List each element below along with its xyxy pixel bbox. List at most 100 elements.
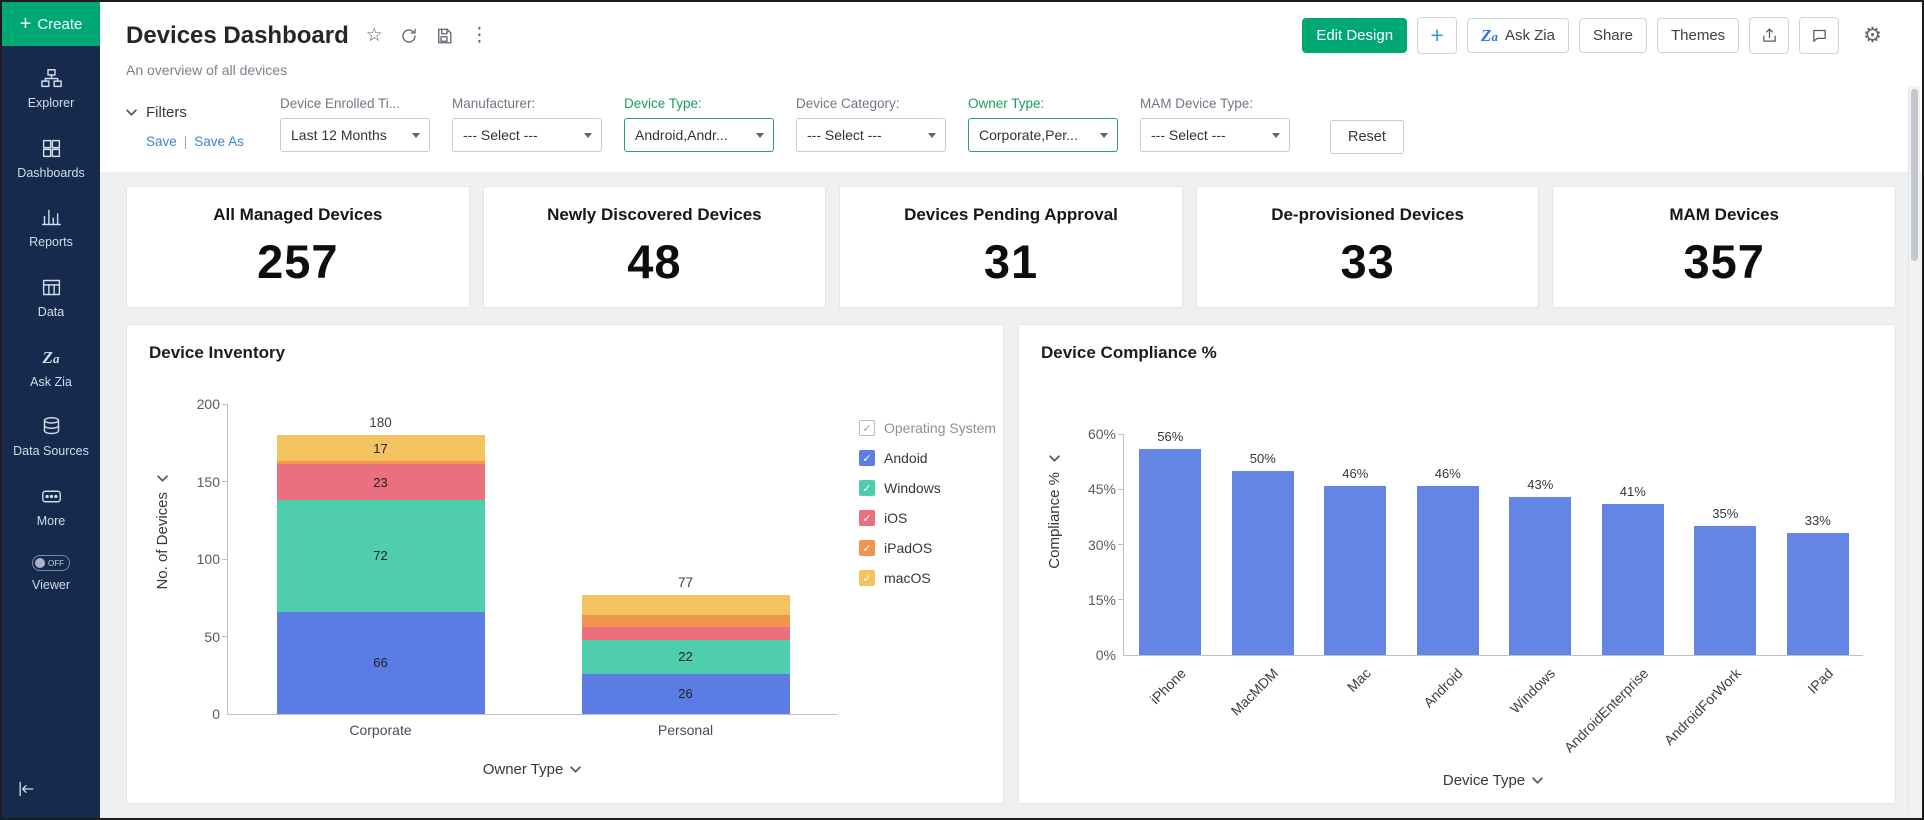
- stack-segment[interactable]: [581, 627, 790, 640]
- kpi-title: All Managed Devices: [213, 205, 383, 224]
- filter-select-mam-device-type[interactable]: --- Select ---: [1140, 118, 1290, 152]
- bar[interactable]: [1601, 503, 1664, 655]
- reset-filters-button[interactable]: Reset: [1330, 120, 1404, 154]
- comment-icon: [1812, 29, 1826, 42]
- explorer-icon: [40, 69, 62, 88]
- kpi-title: Devices Pending Approval: [904, 205, 1118, 224]
- bar[interactable]: [1231, 470, 1294, 655]
- kpi-card-mam-devices[interactable]: MAM Devices 357: [1552, 186, 1896, 308]
- y-axis-title[interactable]: Compliance %: [1041, 435, 1067, 789]
- filter-select-device-type[interactable]: Android,Andr...: [624, 118, 774, 152]
- kebab-menu-icon[interactable]: ⋮: [469, 25, 489, 46]
- data-table-icon: [42, 279, 60, 296]
- legend-title-row[interactable]: ✓ Operating System: [859, 413, 996, 443]
- filter-select-owner-type[interactable]: Corporate,Per...: [968, 118, 1118, 152]
- checkbox-icon[interactable]: ✓: [859, 540, 875, 556]
- export-button[interactable]: [1749, 17, 1790, 54]
- kpi-card-deprovisioned-devices[interactable]: De-provisioned Devices 33: [1195, 186, 1540, 308]
- legend: ✓ Operating System ✓ Andoid ✓ Windows: [859, 405, 996, 778]
- ask-zia-button[interactable]: Za Ask Zia: [1467, 18, 1569, 53]
- legend-item-windows[interactable]: ✓ Windows: [859, 473, 996, 503]
- checkbox-icon[interactable]: ✓: [859, 420, 875, 436]
- chevron-down-icon: [412, 132, 420, 138]
- favorite-star-icon[interactable]: ☆: [365, 25, 383, 46]
- sidebar-item-explorer[interactable]: Explorer: [2, 58, 100, 122]
- inventory-plot[interactable]: 0 50 100 150 200 66 72 23 17 180 Corporate 26 22 77 Pe…: [197, 396, 837, 738]
- legend-item-android[interactable]: ✓ Andoid: [859, 443, 996, 473]
- checkbox-icon[interactable]: ✓: [859, 510, 875, 526]
- reports-icon: [41, 210, 61, 226]
- chevron-down-icon: [584, 132, 592, 138]
- add-button[interactable]: +: [1417, 17, 1458, 54]
- main-content: Devices Dashboard ☆ ⋮ Edit Design +: [100, 2, 1922, 818]
- comments-button[interactable]: [1799, 17, 1840, 54]
- x-axis-title[interactable]: Device Type: [1123, 772, 1863, 789]
- checkbox-icon[interactable]: ✓: [859, 570, 875, 586]
- bar[interactable]: [1509, 496, 1572, 655]
- sidebar-item-ask-zia[interactable]: Za Ask Zia: [30, 347, 72, 389]
- bar-value-label: 46%: [1342, 465, 1369, 481]
- bar[interactable]: [1786, 533, 1849, 655]
- category-label: Android: [1420, 665, 1467, 711]
- save-icon[interactable]: [435, 27, 453, 45]
- filter-label: MAM Device Type:: [1140, 96, 1254, 111]
- legend-item-ipados[interactable]: ✓ iPadOS: [859, 533, 996, 563]
- bar[interactable]: [1416, 485, 1479, 655]
- filter-select-device-category[interactable]: --- Select ---: [796, 118, 946, 152]
- y-axis-title[interactable]: No. of Devices: [149, 405, 175, 778]
- stack-segment[interactable]: 26: [581, 673, 790, 714]
- checkbox-icon[interactable]: ✓: [859, 450, 875, 466]
- sidebar-item-viewer[interactable]: OFF Viewer: [2, 545, 100, 604]
- legend-item-macos[interactable]: ✓ macOS: [859, 563, 996, 593]
- viewer-toggle[interactable]: OFF: [32, 555, 70, 572]
- filters-collapse-toggle[interactable]: Filters: [126, 104, 254, 121]
- sidebar-item-reports[interactable]: Reports: [2, 197, 100, 261]
- x-axis-title[interactable]: Owner Type: [227, 761, 837, 778]
- stack-segment[interactable]: [276, 461, 485, 465]
- refresh-icon[interactable]: [400, 27, 418, 45]
- stack-segment[interactable]: [581, 594, 790, 615]
- compliance-plot[interactable]: 0% 15% 30% 45% 60% 56% iPhone 50% MacMDM 46% Mac 46…: [1088, 426, 1863, 756]
- share-button[interactable]: Share: [1578, 18, 1647, 53]
- category-label: AndroidEnterprise: [1560, 665, 1652, 756]
- collapse-sidebar-button[interactable]: [2, 767, 100, 818]
- topbar: Devices Dashboard ☆ ⋮ Edit Design +: [100, 2, 1922, 88]
- scrollbar[interactable]: [1908, 86, 1920, 814]
- filter-mam-device-type: MAM Device Type: --- Select ---: [1140, 96, 1290, 152]
- stack-segment[interactable]: 17: [276, 435, 485, 462]
- stack-segment[interactable]: 66: [276, 611, 485, 714]
- filter-label: Device Enrolled Ti...: [280, 96, 401, 111]
- scrollbar-thumb[interactable]: [1911, 89, 1918, 261]
- sidebar-item-dashboards[interactable]: Dashboards: [2, 128, 100, 192]
- chevron-down-icon: [756, 132, 764, 138]
- bar[interactable]: [1694, 526, 1757, 655]
- stack-segment[interactable]: [581, 614, 790, 628]
- sidebar-item-data-sources[interactable]: Data Sources: [2, 406, 100, 470]
- bar[interactable]: [1139, 448, 1202, 655]
- checkbox-icon[interactable]: ✓: [859, 480, 875, 496]
- themes-button[interactable]: Themes: [1656, 18, 1740, 53]
- sidebar-item-more[interactable]: More: [2, 476, 100, 540]
- legend-item-ios[interactable]: ✓ iOS: [859, 503, 996, 533]
- stack-segment[interactable]: 23: [276, 464, 485, 501]
- edit-design-button[interactable]: Edit Design: [1302, 18, 1408, 53]
- filters-save-as-link[interactable]: Save As: [194, 134, 244, 149]
- create-button[interactable]: + Create: [2, 2, 100, 46]
- filters-save-link[interactable]: Save: [146, 134, 177, 149]
- settings-gear-icon[interactable]: ⚙: [1863, 24, 1882, 47]
- kpi-card-newly-discovered-devices[interactable]: Newly Discovered Devices 48: [482, 186, 827, 308]
- kpi-title: MAM Devices: [1669, 205, 1779, 224]
- kpi-card-devices-pending-approval[interactable]: Devices Pending Approval 31: [839, 186, 1183, 308]
- kpi-title: De-provisioned Devices: [1271, 205, 1464, 224]
- y-tick-mark: [1118, 433, 1124, 435]
- sidebar-item-data[interactable]: Data: [2, 267, 100, 331]
- stack-segment[interactable]: 22: [581, 639, 790, 674]
- bar[interactable]: [1324, 485, 1387, 655]
- category-label: Personal: [657, 722, 714, 738]
- filter-select-device-enrolled-time[interactable]: Last 12 Months: [280, 118, 430, 152]
- stack-segment[interactable]: 72: [276, 500, 485, 612]
- bar-value-label: 41%: [1619, 483, 1646, 499]
- filter-select-manufacturer[interactable]: --- Select ---: [452, 118, 602, 152]
- y-tick-label: 200: [196, 396, 220, 412]
- kpi-card-all-managed-devices[interactable]: All Managed Devices 257: [126, 186, 470, 308]
